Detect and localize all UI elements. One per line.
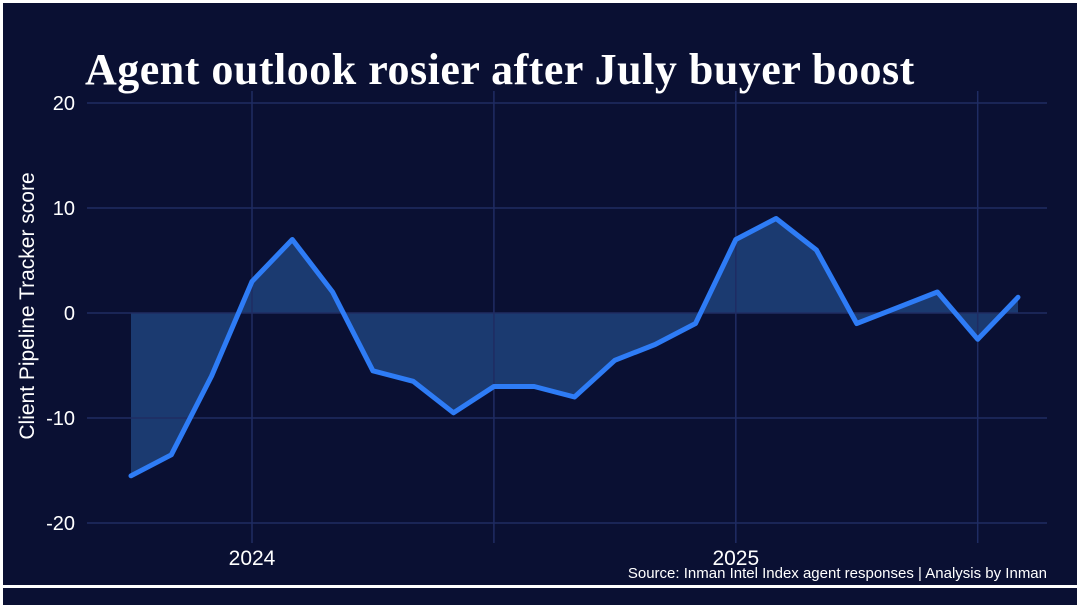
y-tick-label: 0 (64, 303, 75, 325)
y-tick-label: -20 (46, 513, 75, 535)
chart-svg: 20 10 0 -10 -20 2024 2025 (46, 91, 1047, 570)
y-tick-label: 10 (53, 198, 75, 220)
area-fill (131, 218, 1018, 476)
series-line (128, 216, 1021, 479)
source-credit: Source: Inman Intel Index agent response… (627, 565, 1047, 582)
y-tick-label: 20 (53, 93, 75, 115)
chart-title: Agent outlook rosier after July buyer bo… (85, 45, 915, 95)
bottom-divider (3, 585, 1077, 588)
x-tick-label: 2024 (229, 547, 276, 570)
y-tick-label: -10 (46, 408, 75, 430)
x-tick-label: 2025 (712, 547, 759, 570)
